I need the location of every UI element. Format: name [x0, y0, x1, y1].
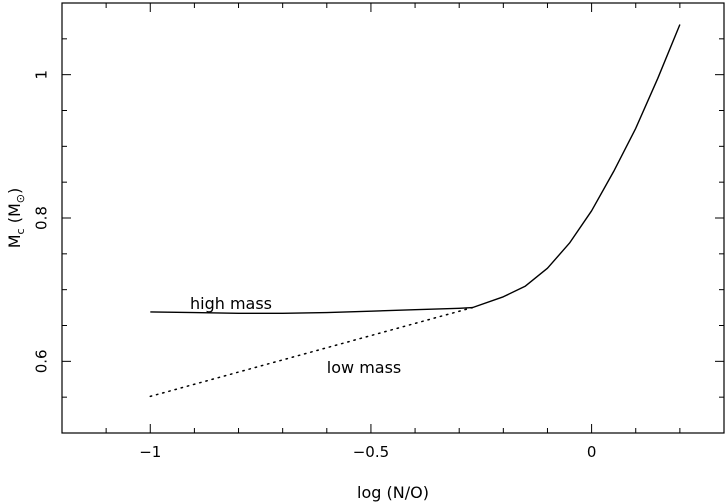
y-axis-label: Mc (M⊙)	[5, 188, 27, 248]
y-axis-label-main: M	[5, 234, 24, 248]
y-tick-label: 0.8	[33, 206, 51, 230]
y-axis-label-close: )	[5, 188, 24, 194]
y-axis-label-sun-subscript: ⊙	[14, 194, 27, 203]
x-tick-label: −0.5	[353, 443, 389, 461]
annotation-low-mass: low mass	[327, 358, 401, 377]
series-group	[149, 24, 681, 398]
ticks	[62, 3, 724, 433]
tick-labels: −1 −0.5 0 0.6 0.8 1	[33, 70, 597, 461]
y-tick-label: 0.6	[33, 349, 51, 373]
y-axis-label-subscript: c	[14, 228, 27, 234]
series-line-high-mass	[150, 24, 681, 314]
series-line-low-mass	[149, 306, 474, 398]
x-tick-label: −1	[139, 443, 161, 461]
y-tick-label: 1	[33, 70, 51, 80]
x-tick-label: 0	[587, 443, 597, 461]
annotations: high mass low mass	[190, 294, 401, 377]
x-axis-label: log (N/O)	[357, 483, 429, 502]
annotation-high-mass: high mass	[190, 294, 272, 313]
y-axis-label-paren: (M	[5, 203, 24, 228]
